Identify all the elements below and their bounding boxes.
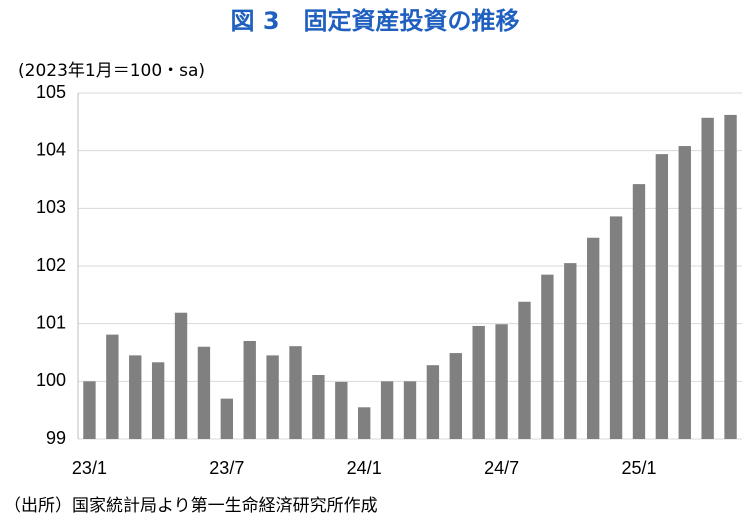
bar xyxy=(701,117,714,440)
bar xyxy=(312,374,325,439)
bar xyxy=(403,381,417,439)
y-tick-label: 102 xyxy=(36,255,66,275)
bar xyxy=(541,274,554,439)
bar xyxy=(151,362,165,439)
bar xyxy=(289,346,302,439)
bar xyxy=(426,365,440,439)
bar xyxy=(449,353,462,439)
y-tick-label: 103 xyxy=(36,197,66,217)
bar xyxy=(586,237,600,439)
bar xyxy=(609,216,623,439)
x-tick-label: 23/7 xyxy=(209,458,244,478)
y-tick-label: 99 xyxy=(46,428,66,448)
bar xyxy=(632,184,646,439)
x-tick-label: 23/1 xyxy=(72,458,107,478)
bar xyxy=(197,346,211,439)
bar xyxy=(129,355,142,439)
bar xyxy=(174,312,188,439)
bar xyxy=(655,154,669,440)
bar xyxy=(472,325,485,439)
bar xyxy=(564,263,577,439)
source-note: （出所）国家統計局より第一生命経済研究所作成 xyxy=(4,496,378,516)
chart-title: 図 3 固定資産投資の推移 xyxy=(230,7,519,35)
bar xyxy=(678,146,691,439)
bar xyxy=(518,301,531,439)
bar xyxy=(243,340,256,439)
y-tick-label: 101 xyxy=(36,312,66,332)
y-tick-label: 104 xyxy=(36,139,66,159)
bar xyxy=(335,381,348,439)
x-tick-label: 24/7 xyxy=(484,458,519,478)
bar xyxy=(83,381,96,439)
bar xyxy=(495,324,508,439)
bar xyxy=(106,334,119,439)
bar xyxy=(724,114,737,439)
y-tick-label: 100 xyxy=(36,370,66,390)
bar xyxy=(220,398,234,439)
bar xyxy=(380,381,394,439)
bar xyxy=(358,407,371,439)
bar xyxy=(266,355,279,439)
x-tick-label: 25/1 xyxy=(621,458,656,478)
y-axis-label: (2023年1月＝100・sa) xyxy=(18,61,205,81)
x-tick-label: 24/1 xyxy=(347,458,382,478)
y-tick-label: 105 xyxy=(36,82,66,102)
